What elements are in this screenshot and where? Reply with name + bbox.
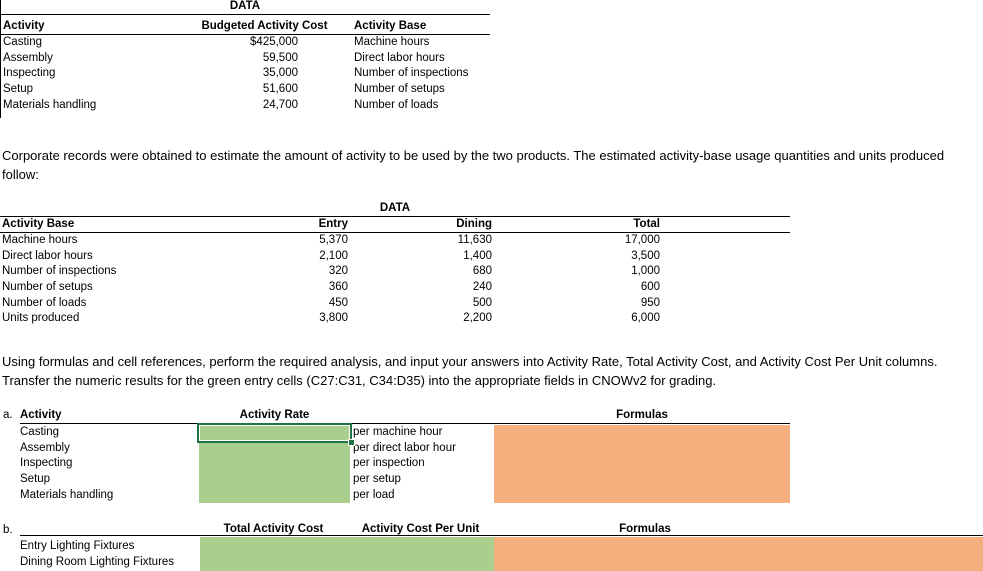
cell-base: Machine hours xyxy=(354,36,430,48)
table2-title: DATA xyxy=(0,202,790,217)
cell-entry: 320 xyxy=(328,265,348,278)
cell-dining: 240 xyxy=(472,281,492,294)
unit-label-per-machine-hour: per machine hour xyxy=(353,426,443,438)
section-a-formulas-cells xyxy=(494,425,790,503)
table-row: Direct labor hours 2,100 1,400 3,500 xyxy=(0,249,790,265)
table2-usage-quantities: DATA Activity Base Entry Dining Total Ma… xyxy=(0,202,790,327)
table1-budgeted-costs: DATA Activity Budgeted Activity Cost Act… xyxy=(0,0,490,113)
table1-title: DATA xyxy=(0,0,490,15)
row-label-materials-handling: Materials handling xyxy=(20,488,114,501)
product-cost-entry-cells[interactable] xyxy=(200,537,494,571)
cell-total: 3,500 xyxy=(631,249,660,262)
table1-header-cost: Budgeted Activity Cost xyxy=(201,20,328,32)
cell-total: 950 xyxy=(640,296,660,309)
table-row: Casting $425,000 Machine hours xyxy=(0,35,490,51)
selected-entry-cell-casting-rate[interactable] xyxy=(197,423,354,445)
row-label-assembly: Assembly xyxy=(20,441,70,454)
cell-dining: 1,400 xyxy=(463,249,492,262)
table-row: Materials handling 24,700 Number of load… xyxy=(0,98,490,114)
unit-label-per-inspection: per inspection xyxy=(353,457,425,470)
intro-paragraph: Corporate records were obtained to estim… xyxy=(2,148,945,182)
cell-base: Number of setups xyxy=(354,83,445,96)
section-a-activity-rates: a. Activity Activity Rate Formulas Casti… xyxy=(0,408,800,508)
section-b-header-total-activity-cost: Total Activity Cost xyxy=(223,523,324,535)
section-a-header-activity: Activity xyxy=(20,409,62,421)
cell-dining: 500 xyxy=(472,296,492,309)
table-row: Setup 51,600 Number of setups xyxy=(0,82,490,98)
cell-cost: 51,600 xyxy=(262,83,298,96)
cell-base: Number of setups xyxy=(2,281,93,294)
section-b-label: b. xyxy=(3,524,13,536)
cell-activity: Materials handling xyxy=(3,98,97,111)
cell-activity: Casting xyxy=(3,36,42,48)
row-label-entry-lighting-fixtures: Entry Lighting Fixtures xyxy=(20,540,135,552)
table1-header-activity: Activity xyxy=(3,20,45,32)
section-b-formulas-cells xyxy=(494,537,983,571)
cell-entry: 360 xyxy=(328,281,348,294)
cell-dining: 2,200 xyxy=(463,312,492,325)
table2-header-dining: Dining xyxy=(456,218,492,230)
cell-total: 6,000 xyxy=(631,312,660,325)
cell-total: 17,000 xyxy=(624,234,660,246)
table-row: Units produced 3,800 2,200 6,000 xyxy=(0,311,790,327)
cell-dining: 11,630 xyxy=(457,234,492,246)
cell-dining: 680 xyxy=(472,265,492,278)
cell-activity: Inspecting xyxy=(3,67,56,80)
activity-rate-entry-cells[interactable] xyxy=(199,425,350,503)
table-row: Assembly 59,500 Direct labor hours xyxy=(0,51,490,67)
cell-entry: 5,370 xyxy=(319,234,348,246)
table-row: Number of inspections 320 680 1,000 xyxy=(0,264,790,280)
unit-label-per-load: per load xyxy=(353,488,395,501)
cell-cost: $425,000 xyxy=(250,36,298,48)
cell-cost: 35,000 xyxy=(262,67,298,80)
row-label-casting: Casting xyxy=(20,426,59,438)
table1-header-base: Activity Base xyxy=(354,20,427,32)
cell-base: Number of inspections xyxy=(354,67,469,80)
cell-activity: Assembly xyxy=(3,51,53,64)
table-row: Machine hours 5,370 11,630 17,000 xyxy=(0,233,790,249)
cell-total: 1,000 xyxy=(631,265,660,278)
unit-label-per-direct-labor-hour: per direct labor hour xyxy=(353,441,456,454)
section-a-header-formulas: Formulas xyxy=(616,409,668,421)
cell-base: Units produced xyxy=(2,312,80,325)
table2-header-entry: Entry xyxy=(318,218,348,230)
cell-base: Number of loads xyxy=(354,98,439,111)
section-b-header-activity-cost-per-unit: Activity Cost Per Unit xyxy=(361,523,480,535)
cell-entry: 3,800 xyxy=(319,312,348,325)
row-label-setup: Setup xyxy=(20,473,51,486)
table-row: Number of setups 360 240 600 xyxy=(0,280,790,296)
section-b-header-underline xyxy=(20,535,983,536)
table2-header-base: Activity Base xyxy=(2,218,75,230)
unit-label-per-setup: per setup xyxy=(353,473,401,486)
cell-base: Direct labor hours xyxy=(354,51,445,64)
cell-base: Machine hours xyxy=(2,234,78,246)
row-label-dining-room-lighting-fixtures: Dining Room Lighting Fixtures xyxy=(20,556,175,568)
cell-total: 600 xyxy=(640,281,660,294)
table2-header-total: Total xyxy=(633,218,660,230)
table-row: Inspecting 35,000 Number of inspections xyxy=(0,66,490,82)
cell-entry: 2,100 xyxy=(319,249,348,262)
instructions-paragraph: Using formulas and cell references, perf… xyxy=(2,354,938,388)
section-a-header-underline xyxy=(20,423,790,424)
cell-entry: 450 xyxy=(328,296,348,309)
section-a-label: a. xyxy=(3,409,13,421)
selection-fill-handle[interactable] xyxy=(349,440,354,445)
cell-cost: 59,500 xyxy=(262,51,298,64)
table1-left-border xyxy=(0,0,1,118)
section-b-product-costs: b. Total Activity Cost Activity Cost Per… xyxy=(0,522,983,571)
cell-base: Number of inspections xyxy=(2,265,117,278)
cell-base: Number of loads xyxy=(2,296,87,309)
row-label-inspecting: Inspecting xyxy=(20,457,73,470)
cell-base: Direct labor hours xyxy=(2,249,93,262)
section-b-header-formulas: Formulas xyxy=(619,523,671,535)
table-row: Number of loads 450 500 950 xyxy=(0,296,790,312)
cell-activity: Setup xyxy=(3,83,34,96)
cell-cost: 24,700 xyxy=(262,98,298,111)
section-a-header-activity-rate: Activity Rate xyxy=(239,409,310,421)
